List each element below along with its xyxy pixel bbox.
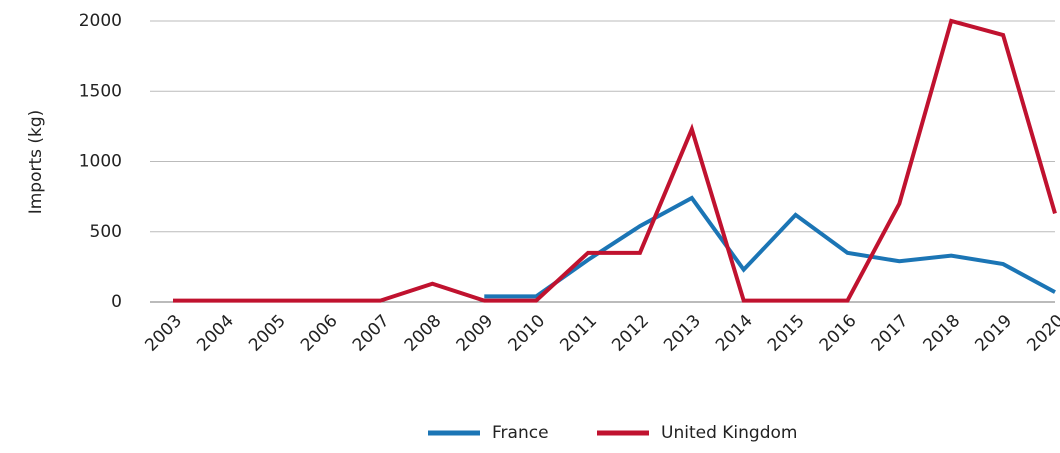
x-tick-label: 2007 xyxy=(349,311,394,356)
x-tick-label: 2004 xyxy=(193,311,238,356)
series-line xyxy=(484,195,1056,299)
x-tick-label: 2013 xyxy=(660,311,705,356)
y-tick-label: 0 xyxy=(111,292,122,312)
x-tick-label: 2012 xyxy=(608,311,653,356)
x-tick-label: 2018 xyxy=(920,311,965,356)
x-tick-label: 2005 xyxy=(245,311,290,356)
x-tick-label: 2003 xyxy=(141,311,186,356)
x-tick-label: 2017 xyxy=(868,311,913,356)
x-tick-label: 2010 xyxy=(505,311,550,356)
legend-label: United Kingdom xyxy=(661,423,797,443)
x-tick-label: 2006 xyxy=(297,311,342,356)
x-tick-label: 2011 xyxy=(556,311,601,356)
x-tick-label: 2019 xyxy=(971,311,1016,356)
x-tick-label: 2014 xyxy=(712,311,757,356)
x-tick-label: 2015 xyxy=(764,311,809,356)
y-tick-label: 2000 xyxy=(79,11,122,31)
x-tick-label: 2009 xyxy=(453,311,498,356)
x-tick-label: 2016 xyxy=(816,311,861,356)
legend-label: France xyxy=(492,423,549,443)
x-tick-label: 2008 xyxy=(401,311,446,356)
y-tick-label: 500 xyxy=(90,222,122,242)
y-tick-label: 1500 xyxy=(79,81,122,101)
series-line xyxy=(173,18,1057,303)
y-tick-label: 1000 xyxy=(79,152,122,172)
y-axis-label: Imports (kg) xyxy=(26,110,46,215)
x-tick-label: 2020 xyxy=(1023,311,1060,356)
